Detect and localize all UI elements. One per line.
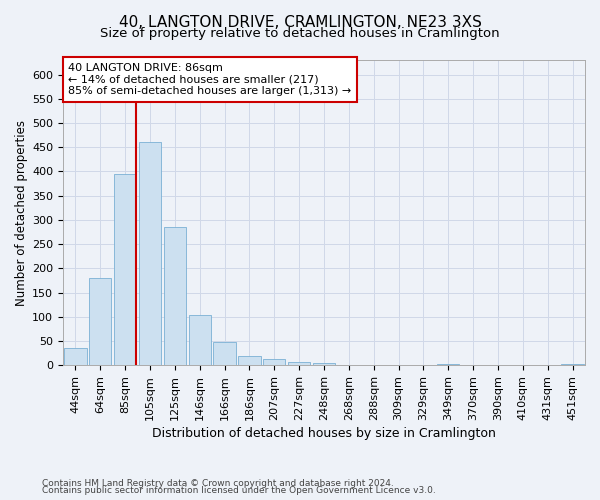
Text: 40, LANGTON DRIVE, CRAMLINGTON, NE23 3XS: 40, LANGTON DRIVE, CRAMLINGTON, NE23 3XS xyxy=(119,15,481,30)
Bar xyxy=(238,356,260,365)
Text: Size of property relative to detached houses in Cramlington: Size of property relative to detached ho… xyxy=(100,28,500,40)
Text: Contains public sector information licensed under the Open Government Licence v3: Contains public sector information licen… xyxy=(42,486,436,495)
Text: Contains HM Land Registry data © Crown copyright and database right 2024.: Contains HM Land Registry data © Crown c… xyxy=(42,478,394,488)
Bar xyxy=(437,364,460,365)
X-axis label: Distribution of detached houses by size in Cramlington: Distribution of detached houses by size … xyxy=(152,427,496,440)
Y-axis label: Number of detached properties: Number of detached properties xyxy=(15,120,28,306)
Bar xyxy=(64,348,86,365)
Bar xyxy=(188,316,211,365)
Bar xyxy=(164,227,186,365)
Bar xyxy=(288,362,310,365)
Text: 40 LANGTON DRIVE: 86sqm
← 14% of detached houses are smaller (217)
85% of semi-d: 40 LANGTON DRIVE: 86sqm ← 14% of detache… xyxy=(68,63,352,96)
Bar xyxy=(562,364,584,365)
Bar xyxy=(214,342,236,365)
Bar xyxy=(139,142,161,365)
Bar xyxy=(313,363,335,365)
Bar xyxy=(263,359,286,365)
Bar xyxy=(89,278,112,365)
Bar xyxy=(114,174,136,365)
